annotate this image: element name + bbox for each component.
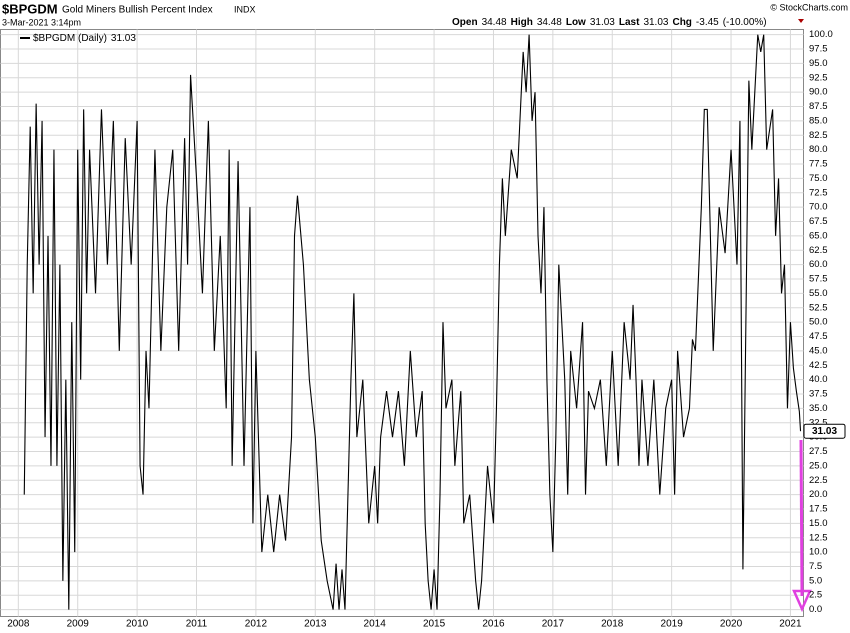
y-tick-label: 82.5 [809,130,828,141]
y-tick-label: 72.5 [809,187,828,198]
y-tick-label: 2.5 [809,590,822,601]
y-tick-label: 77.5 [809,159,828,170]
y-tick-label: 17.5 [809,504,828,515]
y-tick-label: 70.0 [809,202,828,213]
x-tick-label: 2017 [542,619,565,630]
y-tick-label: 60.0 [809,259,828,270]
y-tick-label: 90.0 [809,87,828,98]
y-tick-label: 75.0 [809,173,828,184]
y-tick-label: 7.5 [809,561,822,572]
y-tick-label: 52.5 [809,302,828,313]
y-tick-label: 62.5 [809,245,828,256]
down-marker [798,19,804,23]
y-tick-label: 65.0 [809,230,828,241]
y-tick-label: 27.5 [809,446,828,457]
y-tick-label: 95.0 [809,58,828,69]
copyright: © StockCharts.com [770,2,848,12]
quote-high: 34.48 [537,17,562,28]
x-tick-label: 2014 [364,619,387,630]
y-tick-label: 57.5 [809,274,828,285]
y-tick-label: 45.0 [809,345,828,356]
x-tick-label: 2010 [126,619,149,630]
timestamp: 3-Mar-2021 3:14pm [2,17,81,27]
quote: Open 34.48 High 34.48 Low 31.03 Last 31.03 Chg -3… [452,17,767,28]
series-line [23,34,802,610]
y-tick-label: 42.5 [809,360,828,371]
y-tick-label: 22.5 [809,475,828,486]
y-tick-label: 92.5 [809,72,828,83]
quote-open: 34.48 [482,17,507,28]
quote-last-label: Last [619,17,640,28]
x-tick-label: 2008 [7,619,30,630]
y-tick-label: 55.0 [809,288,828,299]
y-tick-label: 10.0 [809,547,828,558]
y-tick-label: 47.5 [809,331,828,342]
legend-name: $BPGDM (Daily) [33,33,107,44]
y-tick-label: 20.0 [809,489,828,500]
quote-high-label: High [511,17,533,28]
symbol: $BPGDM [2,1,58,16]
grid [0,29,804,617]
y-tick-label: 35.0 [809,403,828,414]
plot-frame [0,29,804,617]
y-tick-label: 87.5 [809,101,828,112]
y-tick-label: 12.5 [809,532,828,543]
y-tick-label: 85.0 [809,115,828,126]
x-tick-label: 2020 [720,619,743,630]
y-tick-label: 15.0 [809,518,828,529]
x-tick-label: 2013 [304,619,327,630]
legend: $BPGDM (Daily) 31.03 [33,33,136,44]
quote-open-label: Open [452,17,478,28]
x-tick-label: 2018 [601,619,624,630]
quote-chg: -3.45 [696,17,719,28]
x-tick-label: 2012 [245,619,268,630]
arrow-annotation [792,439,812,613]
y-tick-label: 50.0 [809,317,828,328]
arrow-head [792,589,812,613]
y-tick-label: 37.5 [809,389,828,400]
y-tick-label: 40.0 [809,374,828,385]
y-tick-label: 97.5 [809,44,828,55]
last-value-box [803,423,846,439]
series [23,34,802,610]
exchange: INDX [234,4,256,14]
y-tick-label: 32.5 [809,417,828,428]
quote-chg-label: Chg [672,17,691,28]
quote-low-label: Low [566,17,586,28]
arrow-shaft [799,439,804,597]
y-tick-label: 100.0 [809,29,833,40]
y-tick-label: 80.0 [809,144,828,155]
legend-value: 31.03 [111,33,136,44]
quote-low: 31.03 [590,17,615,28]
y-tick-label: 67.5 [809,216,828,227]
quote-last: 31.03 [643,17,668,28]
index-name: Gold Miners Bullish Percent Index [62,5,213,16]
last-value-label: 31.03 [812,426,837,437]
y-tick-label: 0.0 [809,604,822,615]
x-tick-label: 2009 [67,619,90,630]
x-tick-label: 2021 [779,619,802,630]
quote-chg-pct: (-10.00%) [723,17,767,28]
x-tick-label: 2011 [186,619,208,630]
y-tick-label: 5.0 [809,575,822,586]
x-tick-label: 2015 [423,619,446,630]
x-tick-label: 2019 [661,619,684,630]
y-tick-label: 25.0 [809,460,828,471]
x-tick-label: 2016 [482,619,505,630]
